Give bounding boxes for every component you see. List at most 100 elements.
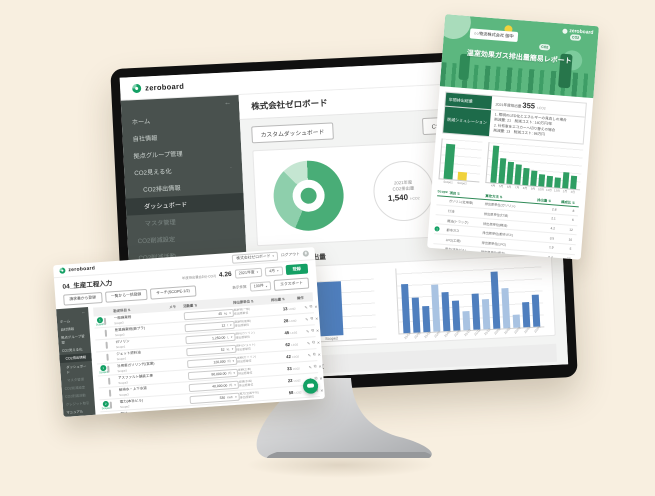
- activity-amount-cell: 52 kL ▾: [186, 344, 237, 356]
- row-checkbox[interactable]: [109, 401, 113, 409]
- activity-amount-input[interactable]: 120,000 円 ▾: [186, 356, 238, 368]
- delete-icon[interactable]: ✕: [315, 316, 319, 322]
- zeroboard-logo-icon: [131, 83, 142, 93]
- report-monthly-bar: [538, 173, 546, 187]
- copy-icon[interactable]: ⧉: [312, 352, 316, 357]
- scope-bar-wrap: [316, 271, 344, 337]
- memo-cell: [171, 328, 185, 329]
- row-actions-cell: ✎ ⧉ ✕: [301, 352, 321, 358]
- delete-icon[interactable]: ✕: [318, 364, 322, 370]
- report-qty-cell: 2.8: [551, 207, 557, 212]
- activity-amount-input[interactable]: 1,250.00 L ▾: [185, 332, 236, 344]
- entry-column-header[interactable]: メモ: [169, 304, 177, 310]
- month-select[interactable]: 4月 ▾: [264, 265, 283, 277]
- chevron-down-icon: ▾: [234, 382, 236, 387]
- register-button[interactable]: 登録: [285, 263, 309, 276]
- year-select[interactable]: 2021年度 ▾: [234, 267, 263, 279]
- activity-amount-input[interactable]: 80,000.00 円 ▾: [187, 368, 239, 380]
- row-checkbox[interactable]: [107, 365, 110, 373]
- report-qty-cell: 3.5: [549, 235, 555, 241]
- row-checkbox[interactable]: [107, 377, 111, 385]
- sidebar-item-label: 拠点グループ管理: [133, 150, 183, 161]
- row-checkbox[interactable]: [104, 329, 108, 337]
- copy-icon[interactable]: ⧉: [311, 340, 315, 345]
- row-checkbox[interactable]: [108, 389, 112, 397]
- activity-amount-input[interactable]: 52 kL ▾: [186, 344, 237, 356]
- logout-link[interactable]: ログアウト: [280, 251, 300, 257]
- delete-icon[interactable]: ✕: [320, 388, 324, 393]
- entry-column-header[interactable]: 操作: [296, 295, 304, 301]
- copy-icon[interactable]: ⧉: [310, 316, 314, 321]
- row-checkbox[interactable]: [106, 353, 109, 361]
- activity-unit: t: [227, 322, 229, 327]
- emission-factor-cell: 金額(水道) 排出原単位: [238, 378, 254, 388]
- row-checkbox[interactable]: [105, 341, 108, 349]
- edit-icon[interactable]: ✎: [306, 329, 310, 334]
- co2-chip: CO2: [569, 34, 582, 42]
- checkbox-cell: [110, 413, 121, 417]
- delete-icon[interactable]: ✕: [316, 340, 321, 346]
- emission-unit: t-CO2: [293, 379, 301, 383]
- copy-icon[interactable]: ⧉: [313, 364, 317, 369]
- delete-icon[interactable]: ✕: [319, 376, 323, 382]
- monthly-tick-label: 21/10: [463, 328, 472, 338]
- chevron-down-icon: ▾: [231, 346, 234, 351]
- chevron-down-icon: ▾: [230, 334, 233, 339]
- report-scope-chart-area: [438, 137, 483, 183]
- entry-action-button[interactable]: 請求書から登録: [63, 292, 103, 306]
- zeroboard-logo-text: zeroboard: [144, 81, 185, 93]
- scope-bar: [316, 281, 344, 337]
- emission-unit: t-CO2: [294, 391, 302, 395]
- row-checkbox[interactable]: [103, 317, 107, 325]
- copy-icon[interactable]: ⧉: [309, 304, 313, 309]
- entry-action-button[interactable]: サーチ(SCOPE-1/2): [149, 285, 197, 300]
- activity-unit: 円: [228, 370, 232, 375]
- entry-action-button[interactable]: 一覧から一括登録: [104, 288, 148, 303]
- row-checkbox[interactable]: [110, 413, 113, 417]
- activity-amount-cell: 40,000.00 円 ▾: [188, 380, 240, 392]
- entry-column-header[interactable]: 排出量 ⇅: [270, 297, 286, 303]
- custom-dashboard-button[interactable]: カスタムダッシュボード: [251, 122, 334, 144]
- scope-badge-icon: 1: [434, 226, 440, 232]
- edit-icon[interactable]: ✎: [308, 365, 313, 370]
- monthly-bar: [501, 287, 511, 329]
- copy-icon[interactable]: ⧉: [311, 328, 315, 333]
- stat-value: 1,540 t-CO2: [387, 193, 420, 204]
- entry-column-header[interactable]: [95, 311, 103, 312]
- chevron-down-icon: ▾: [272, 253, 275, 258]
- activity-amount-input[interactable]: 330 kWh ▾: [189, 392, 240, 404]
- report-column-header: 排出量 ⇅: [537, 197, 552, 203]
- report-item-cell: 軽油(トラック): [447, 218, 469, 225]
- checkbox-cell: [106, 353, 116, 361]
- report-monthly-bar: [522, 167, 530, 185]
- emission-unit: t-CO2: [290, 331, 298, 335]
- edit-icon[interactable]: ✎: [307, 353, 312, 358]
- activity-unit: L: [227, 334, 230, 339]
- activity-unit: kWh: [226, 394, 234, 399]
- activity-amount-input[interactable]: 40,000.00 円 ▾: [188, 380, 240, 392]
- activity-amount-input[interactable]: 12 t ▾: [184, 320, 235, 332]
- monthly-tick-label: 22/02: [503, 326, 512, 336]
- entry-column-header[interactable]: [103, 311, 113, 312]
- report-total-prefix: 2021年度排出量: [495, 102, 522, 109]
- delete-icon[interactable]: ✕: [315, 328, 320, 334]
- report-qty-cell: 4.2: [550, 226, 556, 231]
- edit-icon[interactable]: ✎: [306, 341, 311, 346]
- organization-select[interactable]: 株式会社ゼロボード ▾: [232, 251, 279, 264]
- monthly-chart-area: [395, 261, 545, 335]
- avatar[interactable]: [302, 250, 310, 257]
- report-monthly-bar-label: 4月: [490, 182, 496, 188]
- page-size-select[interactable]: 100件 ▾: [249, 281, 272, 292]
- export-button[interactable]: エクスポート: [273, 277, 310, 291]
- sidebar-item[interactable]: マニュアル: [66, 410, 84, 416]
- row-actions-cell: ✎ ⧉ ✕: [302, 364, 322, 370]
- donut-center-dot: [300, 187, 318, 205]
- monthly-bar: [422, 305, 431, 333]
- edit-icon[interactable]: ✎: [305, 317, 309, 322]
- report-zeroboard-logo: zeroboard: [562, 28, 594, 36]
- delete-icon[interactable]: ✕: [314, 304, 318, 310]
- delete-icon[interactable]: ✕: [317, 352, 322, 358]
- edit-icon[interactable]: ✎: [304, 305, 308, 310]
- activity-amount-input[interactable]: 45 kg ▾: [183, 308, 235, 320]
- monthly-bar-chart: 21/04 21/05 21/06 21/07 21/08 21/09 21/10 21/11…: [395, 261, 545, 340]
